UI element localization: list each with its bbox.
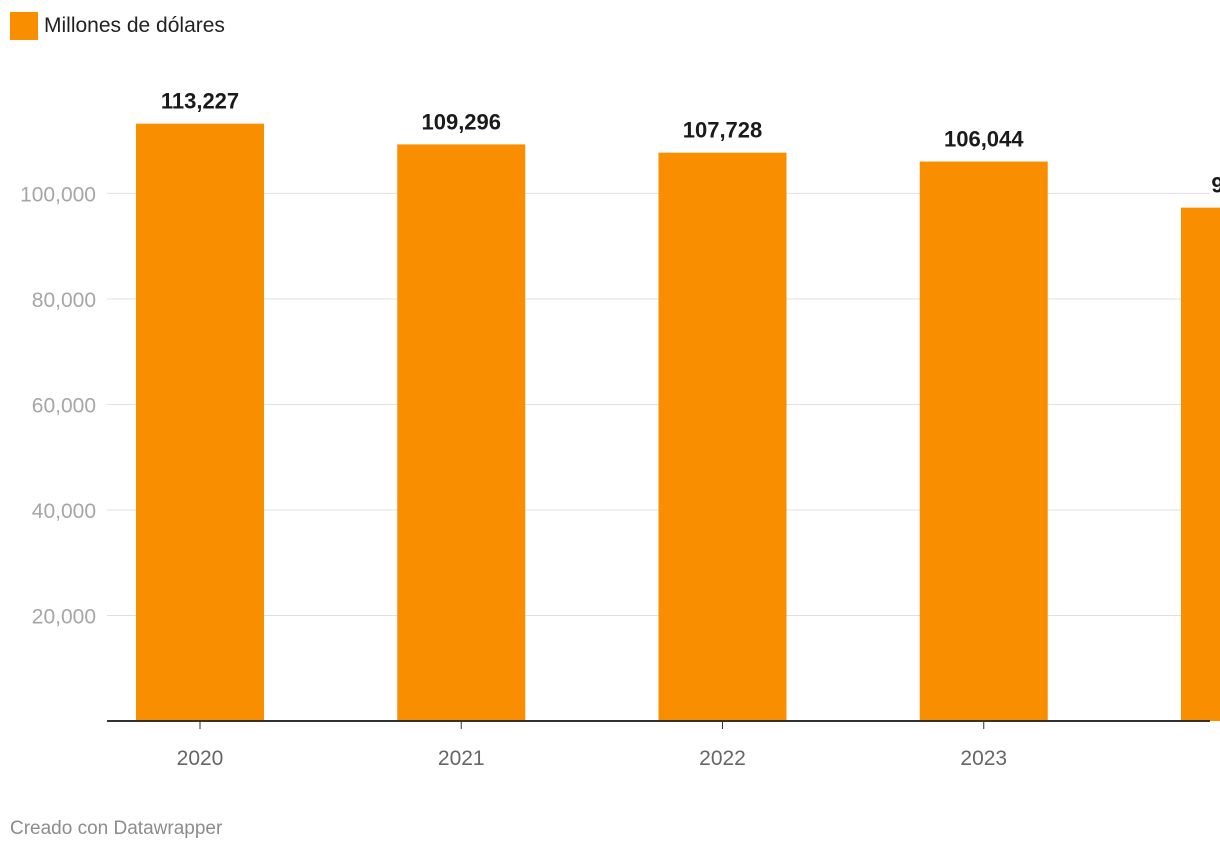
value-label-2022: 107,728 [683,118,763,143]
value-label-2023: 106,044 [944,127,1024,152]
bar-2020 [136,123,264,721]
x-tick-label-2020: 2020 [177,747,224,770]
y-axis-ticks: 20,000 40,000 60,000 80,000 100,000 [20,183,96,628]
legend-swatch [10,12,38,40]
chart-legend: Millones de dólares [10,12,225,40]
y-tick-label: 40,000 [32,500,96,523]
value-label-2020: 113,227 [161,89,239,114]
x-tick-label-2023: 2023 [960,747,1007,770]
x-tick-label-2022: 2022 [699,747,746,770]
y-tick-label: 80,000 [32,289,96,312]
x-axis: 20202021202220232024 [107,720,1210,770]
y-tick-label: 60,000 [32,394,96,417]
value-label-2021: 109,296 [421,109,501,134]
bar-2024 [1181,207,1220,722]
bar-2021 [397,144,526,722]
footer-credit: Creado con Datawrapper [10,818,223,839]
y-tick-label: 20,000 [32,605,96,628]
y-tick-label: 100,000 [20,183,96,206]
bar-2022 [658,152,787,721]
legend-label: Millones de dólares [44,14,225,37]
bar-2023 [919,161,1048,721]
value-labels: 113,227 109,296 107,728 106,044 97,309 [161,89,1220,198]
bars [136,123,1220,722]
value-label-2024: 97,309 [1211,173,1220,198]
x-tick-label-2021: 2021 [438,747,485,770]
